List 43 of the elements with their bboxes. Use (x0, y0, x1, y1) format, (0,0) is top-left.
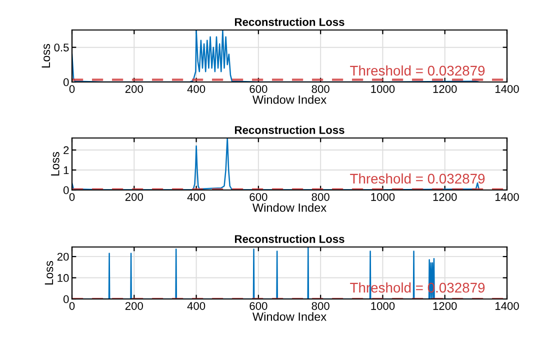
x-tick-label: 1400 (495, 193, 519, 201)
x-tick-label: 400 (187, 85, 206, 93)
x-tick-label: 1000 (371, 302, 395, 310)
x-tick-label: 0 (69, 302, 75, 310)
y-tick-label: 0 (63, 78, 69, 86)
x-tick-label: 600 (250, 302, 268, 310)
x-tick-label: 1200 (433, 193, 457, 201)
x-tick-label: 800 (312, 85, 330, 93)
x-tick-label: 1000 (371, 193, 395, 201)
chart-title: Reconstruction Loss (234, 234, 344, 243)
y-tick-label: 0 (63, 186, 69, 194)
ref-line-label: Threshold = 0.032879 (350, 65, 485, 76)
y-tick-label: 10 (58, 274, 69, 282)
ref-line-label: Threshold = 0.032879 (350, 173, 485, 184)
y-tick-label: 20 (57, 252, 69, 261)
chart-title: Reconstruction Loss (234, 18, 344, 26)
y-tick-label: 2 (64, 146, 69, 154)
x-tick-label: 400 (187, 302, 206, 310)
chart-title: Reconstruction Loss (234, 126, 344, 134)
y-axis-title: Loss (42, 44, 50, 68)
x-tick-label: 600 (250, 85, 268, 93)
x-tick-label: 800 (312, 302, 330, 310)
x-tick-label: 1400 (495, 85, 519, 93)
x-axis-title: Window Index (252, 95, 326, 104)
x-tick-label: 200 (125, 85, 143, 93)
x-tick-label: 0 (69, 193, 75, 201)
x-tick-label: 1200 (433, 85, 457, 93)
x-axis-title: Window Index (252, 203, 326, 212)
y-tick-label: 0.5 (54, 44, 69, 52)
x-tick-label: 0 (69, 85, 75, 93)
y-tick-label: 1 (64, 166, 69, 174)
x-tick-label: 1200 (433, 302, 457, 310)
x-tick-label: 400 (187, 193, 206, 201)
y-axis-title: Loss (51, 152, 60, 176)
x-tick-label: 600 (250, 193, 268, 201)
x-tick-label: 200 (125, 302, 143, 310)
y-tick-label: 0 (63, 295, 69, 304)
y-axis-title: Loss (44, 260, 54, 284)
x-tick-label: 200 (125, 193, 143, 201)
x-tick-label: 800 (312, 193, 330, 201)
x-axis-title: Window Index (252, 312, 326, 321)
x-tick-label: 1400 (495, 302, 519, 310)
x-tick-label: 1000 (371, 85, 395, 93)
